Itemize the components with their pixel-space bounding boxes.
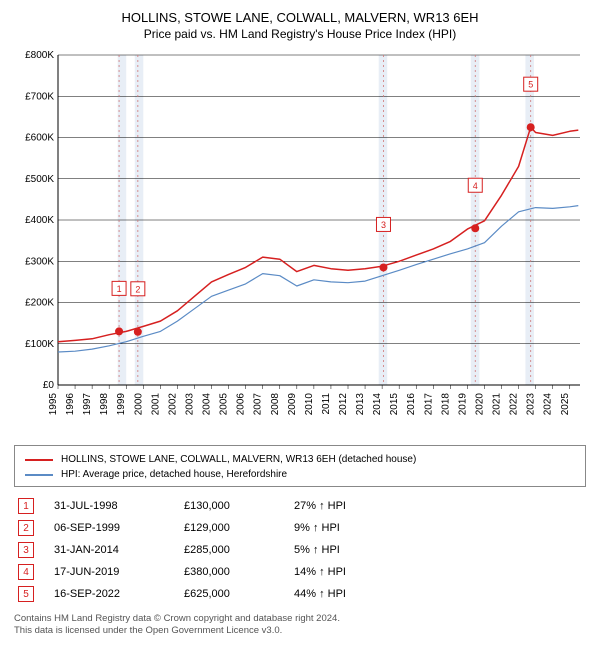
svg-text:2015: 2015: [389, 393, 400, 416]
legend: HOLLINS, STOWE LANE, COLWALL, MALVERN, W…: [14, 445, 586, 487]
svg-text:2008: 2008: [270, 393, 281, 416]
svg-text:2014: 2014: [372, 393, 383, 416]
svg-text:2003: 2003: [184, 393, 195, 416]
footnote-line: Contains HM Land Registry data © Crown c…: [14, 613, 586, 625]
svg-text:1995: 1995: [48, 393, 59, 416]
transaction-pct: 44% ↑ HPI: [294, 588, 414, 600]
svg-text:2016: 2016: [406, 393, 417, 416]
svg-text:2019: 2019: [457, 393, 468, 416]
legend-swatch: [25, 459, 53, 461]
svg-text:2018: 2018: [440, 393, 451, 416]
svg-text:£0: £0: [43, 380, 55, 391]
chart-subtitle: Price paid vs. HM Land Registry's House …: [14, 27, 586, 41]
transaction-date: 17-JUN-2019: [54, 566, 184, 578]
transaction-price: £130,000: [184, 500, 294, 512]
transaction-price: £380,000: [184, 566, 294, 578]
svg-text:2013: 2013: [355, 393, 366, 416]
chart-title: HOLLINS, STOWE LANE, COLWALL, MALVERN, W…: [14, 10, 586, 25]
svg-text:2024: 2024: [543, 393, 554, 416]
legend-swatch: [25, 474, 53, 476]
svg-text:2012: 2012: [338, 393, 349, 416]
svg-text:2010: 2010: [304, 393, 315, 416]
line-chart: £0 £100K £200K £300K £400K £500K £600K £700K £80…: [14, 49, 586, 439]
transaction-marker-box: 4: [18, 564, 34, 580]
legend-label: HOLLINS, STOWE LANE, COLWALL, MALVERN, W…: [61, 452, 416, 467]
svg-text:£200K: £200K: [25, 298, 54, 309]
transaction-date: 31-JAN-2014: [54, 544, 184, 556]
legend-item: HOLLINS, STOWE LANE, COLWALL, MALVERN, W…: [25, 452, 575, 467]
transaction-price: £285,000: [184, 544, 294, 556]
table-row: 1 31-JUL-1998£130,00027% ↑ HPI: [14, 495, 586, 517]
svg-text:2001: 2001: [150, 393, 161, 416]
svg-text:2023: 2023: [526, 393, 537, 416]
svg-text:2000: 2000: [133, 393, 144, 416]
svg-text:1998: 1998: [99, 393, 110, 416]
svg-text:£100K: £100K: [25, 339, 54, 350]
svg-text:2005: 2005: [219, 393, 230, 416]
svg-text:2006: 2006: [236, 393, 247, 416]
svg-text:2020: 2020: [474, 393, 485, 416]
transaction-date: 06-SEP-1999: [54, 522, 184, 534]
svg-text:2021: 2021: [492, 393, 503, 416]
transaction-pct: 9% ↑ HPI: [294, 522, 414, 534]
svg-text:3: 3: [381, 220, 386, 230]
chart-container: £0 £100K £200K £300K £400K £500K £600K £700K £80…: [14, 49, 586, 439]
svg-text:1997: 1997: [82, 393, 93, 416]
transaction-pct: 5% ↑ HPI: [294, 544, 414, 556]
transaction-price: £625,000: [184, 588, 294, 600]
transaction-pct: 27% ↑ HPI: [294, 500, 414, 512]
svg-text:2004: 2004: [202, 393, 213, 416]
legend-label: HPI: Average price, detached house, Here…: [61, 467, 287, 482]
transaction-marker-box: 5: [18, 586, 34, 602]
svg-text:2002: 2002: [167, 393, 178, 416]
table-row: 5 16-SEP-2022£625,00044% ↑ HPI: [14, 583, 586, 605]
svg-text:2011: 2011: [321, 393, 332, 415]
svg-text:1: 1: [117, 284, 122, 294]
transaction-marker-box: 2: [18, 520, 34, 536]
table-row: 2 06-SEP-1999£129,0009% ↑ HPI: [14, 517, 586, 539]
svg-text:2007: 2007: [253, 393, 264, 416]
footnote: Contains HM Land Registry data © Crown c…: [14, 613, 586, 638]
transaction-date: 31-JUL-1998: [54, 500, 184, 512]
svg-text:£500K: £500K: [25, 174, 54, 185]
transaction-marker-box: 3: [18, 542, 34, 558]
svg-text:1996: 1996: [65, 393, 76, 416]
svg-text:£300K: £300K: [25, 256, 54, 267]
svg-text:2022: 2022: [509, 393, 520, 416]
svg-text:2: 2: [135, 284, 140, 294]
svg-text:2017: 2017: [423, 393, 434, 416]
svg-text:£800K: £800K: [25, 50, 54, 61]
transaction-price: £129,000: [184, 522, 294, 534]
svg-text:£700K: £700K: [25, 91, 54, 102]
table-row: 4 17-JUN-2019£380,00014% ↑ HPI: [14, 561, 586, 583]
svg-text:£400K: £400K: [25, 215, 54, 226]
svg-text:£600K: £600K: [25, 133, 54, 144]
svg-text:2009: 2009: [287, 393, 298, 416]
svg-text:1999: 1999: [116, 393, 127, 416]
svg-text:2025: 2025: [560, 393, 571, 416]
transactions-table: 1 31-JUL-1998£130,00027% ↑ HPI 2 06-SEP-199…: [14, 495, 586, 605]
svg-text:5: 5: [528, 80, 533, 90]
footnote-line: This data is licensed under the Open Gov…: [14, 625, 586, 637]
table-row: 3 31-JAN-2014£285,0005% ↑ HPI: [14, 539, 586, 561]
svg-text:4: 4: [473, 181, 478, 191]
legend-item: HPI: Average price, detached house, Here…: [25, 467, 575, 482]
transaction-pct: 14% ↑ HPI: [294, 566, 414, 578]
transaction-date: 16-SEP-2022: [54, 588, 184, 600]
transaction-marker-box: 1: [18, 498, 34, 514]
